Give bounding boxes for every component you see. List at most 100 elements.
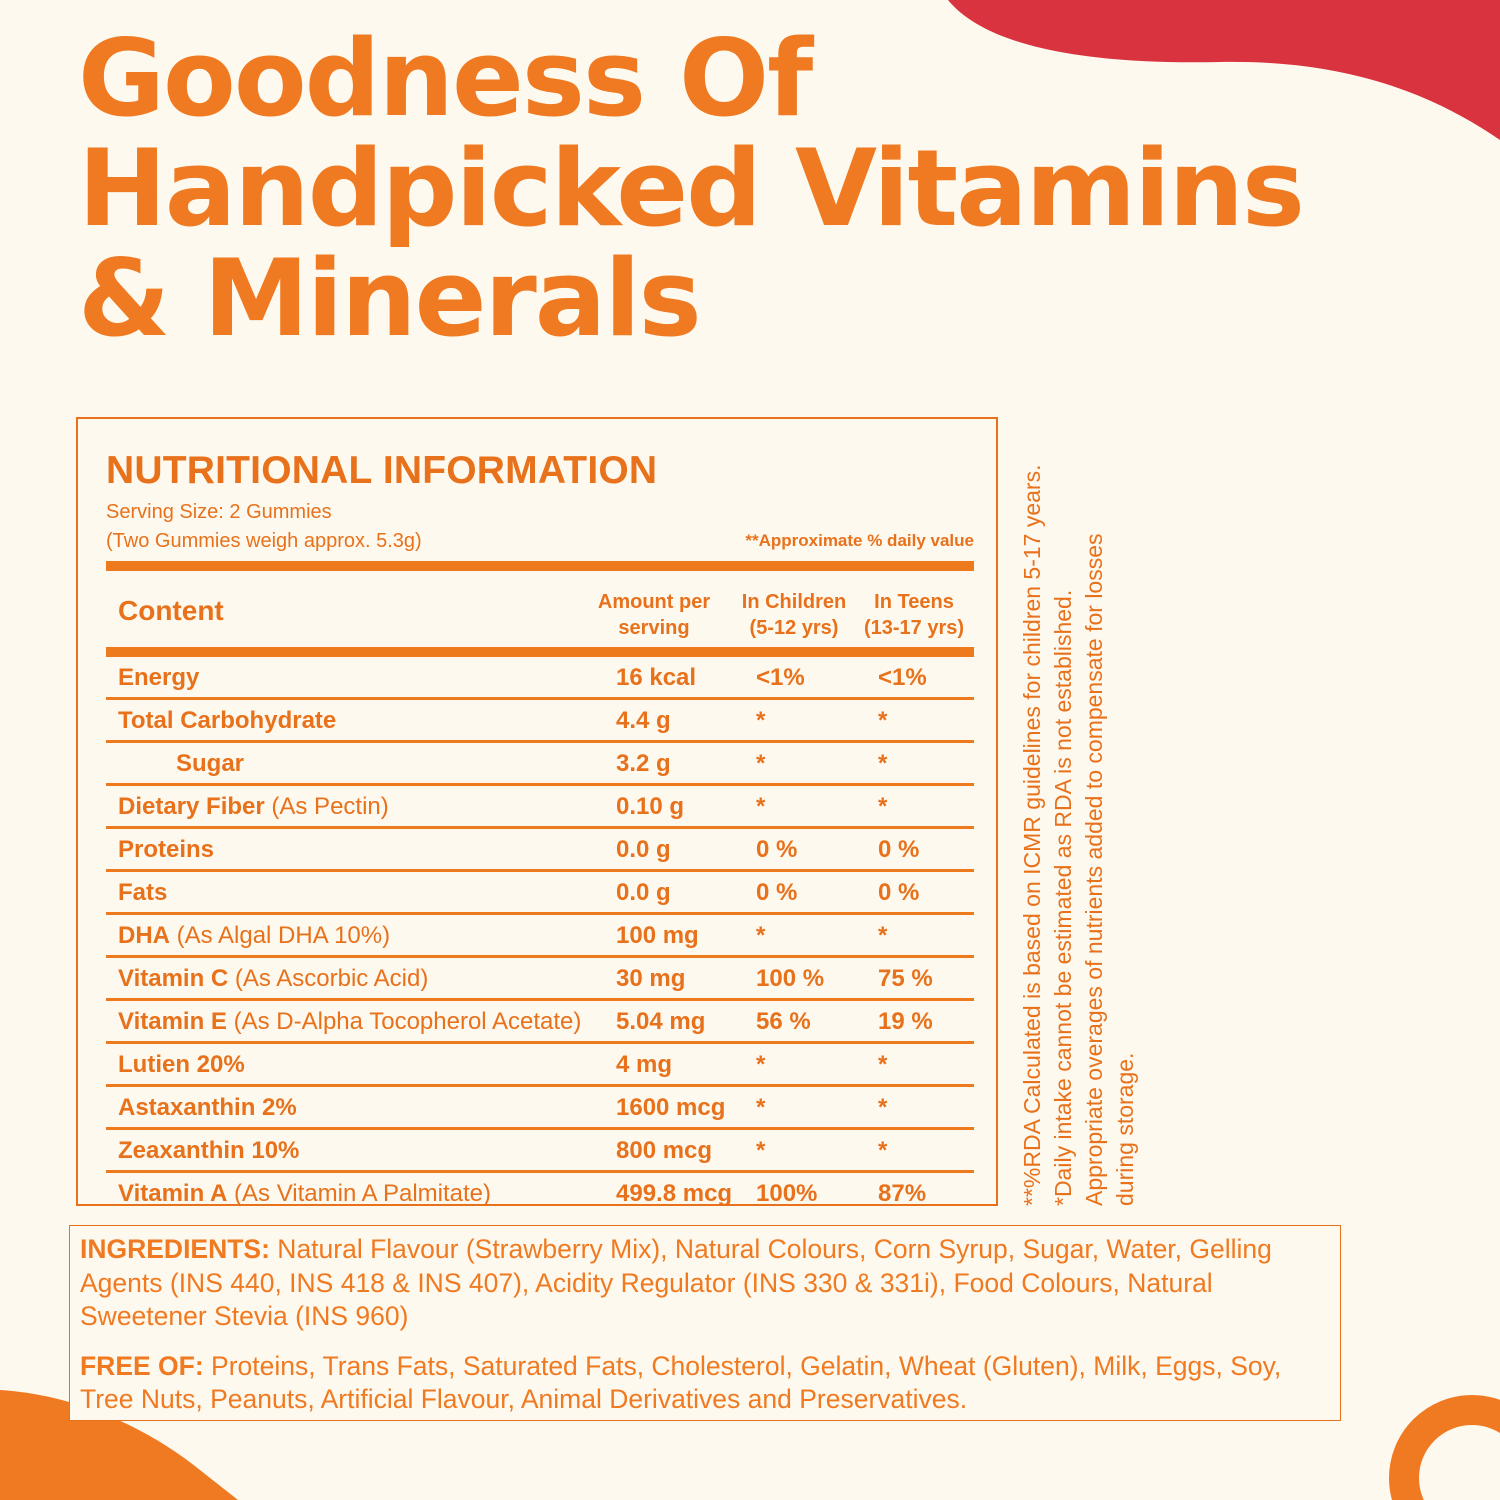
footnote-overages-cont: during storage. [1112,1052,1138,1206]
row-name: Vitamin E (As D-Alpha Tocopherol Acetate… [118,1008,581,1036]
nutrient-name: Fats [118,879,168,906]
nutrient-name: Sugar [176,750,245,777]
header-teens: In Teens (13-17 yrs) [858,589,970,641]
serving-size: Serving Size: 2 Gummies [106,501,332,523]
row-teens: <1% [878,664,927,691]
nutrient-name: Dietary Fiber [118,793,265,820]
row-amount: 16 kcal [616,664,697,691]
rda-footnotes: **%RDA Calculated is based on ICMR guide… [1017,416,1147,1206]
row-children: 0 % [756,836,798,863]
headline-line-2: Handpicked Vitamins [78,127,1305,250]
table-top-rule [106,561,974,571]
serving-weight: (Two Gummies weigh approx. 5.3g) [106,530,422,552]
row-teens: 0 % [878,879,920,906]
row-teens: 0 % [878,836,920,863]
row-name: Lutien 20% [118,1051,245,1079]
header-content: Content [118,595,224,626]
row-children: * [756,1051,766,1078]
nutrient-name: Astaxanthin 2% [118,1094,297,1121]
table-row: Lutien 20% 4 mg * * [106,1044,974,1087]
row-children: 0 % [756,879,798,906]
row-teens: 87% [878,1180,927,1207]
ingredients-text: Natural Flavour (Strawberry Mix), Natura… [80,1234,1272,1331]
daily-value-note: **Approximate % daily value [745,531,974,550]
row-name: Vitamin C (As Ascorbic Acid) [118,965,428,993]
row-amount: 30 mg [616,965,686,992]
table-row: Vitamin E (As D-Alpha Tocopherol Acetate… [106,1001,974,1044]
table-row: DHA (As Algal DHA 10%) 100 mg * * [106,915,974,958]
row-name: Astaxanthin 2% [118,1094,297,1122]
nutrient-note: (As D-Alpha Tocopherol Acetate) [226,1008,582,1035]
nutrient-name: Total Carbohydrate [118,707,337,734]
row-children: * [756,793,766,820]
nutrient-name: Vitamin C [118,965,229,992]
row-teens: 19 % [878,1008,933,1035]
row-name: Sugar [176,750,244,778]
row-teens: * [878,750,888,777]
row-children: * [756,750,766,777]
table-header-row: Content Amount per serving In Children (… [106,571,974,647]
row-teens: * [878,793,888,820]
row-name: Vitamin A (As Vitamin A Palmitate) [118,1180,491,1208]
free-of-paragraph: FREE OF: Proteins, Trans Fats, Saturated… [80,1350,1330,1417]
table-row: Total Carbohydrate 4.4 g * * [106,700,974,743]
orange-ring-shape [1389,1395,1500,1500]
row-children: * [756,922,766,949]
row-amount: 5.04 mg [616,1008,706,1035]
page-headline: Goodness Of Handpicked Vitamins & Minera… [78,17,1305,354]
nutrition-panel: NUTRITIONAL INFORMATION Serving Size: 2 … [76,417,998,1207]
row-name: Total Carbohydrate [118,707,336,735]
nutrition-title: NUTRITIONAL INFORMATION [106,449,658,492]
row-amount: 0.0 g [616,836,671,863]
row-amount: 800 mcg [616,1137,713,1164]
nutrient-name: Proteins [118,836,215,863]
table-row: Sugar 3.2 g * * [106,743,974,786]
table-header-rule [106,647,974,657]
table-row: Astaxanthin 2% 1600 mcg * * [106,1087,974,1130]
row-name: DHA (As Algal DHA 10%) [118,922,390,950]
row-name: Fats [118,879,167,907]
row-teens: * [878,1094,888,1121]
footnote-rda-basis: **%RDA Calculated is based on ICMR guide… [1019,464,1045,1206]
row-name: Energy [118,664,199,692]
row-amount: 0.0 g [616,879,671,906]
row-amount: 3.2 g [616,750,671,777]
nutrient-name: Lutien 20% [118,1051,245,1078]
row-teens: * [878,1137,888,1164]
orange-blob-shape [0,1390,238,1500]
header-amount: Amount per serving [584,589,724,641]
nutrient-name: DHA [118,922,170,949]
header-amount-line-1: Amount per [597,591,711,613]
row-amount: 0.10 g [616,793,685,820]
nutrient-name: Energy [118,664,200,691]
row-teens: * [878,922,888,949]
ingredients-label: INGREDIENTS: [80,1234,270,1264]
row-children: 100 % [756,965,825,992]
nutrient-name: Vitamin A [118,1180,228,1207]
free-of-text: Proteins, Trans Fats, Saturated Fats, Ch… [80,1350,1282,1415]
row-name: Zeaxanthin 10% [118,1137,299,1165]
nutrient-name: Vitamin E [118,1008,227,1035]
row-children: * [756,1137,766,1164]
row-teens: * [878,707,888,734]
ingredients-panel: INGREDIENTS: Natural Flavour (Strawberry… [69,1225,1341,1421]
header-teens-line-2: (13-17 yrs) [863,617,965,639]
nutrition-table: Content Amount per serving In Children (… [106,561,974,1213]
headline-line-1: Goodness Of [78,17,813,140]
red-blob-shape [948,0,1500,140]
free-of-label: FREE OF: [80,1350,204,1381]
header-children: In Children (5-12 yrs) [736,589,852,641]
footnote-overages: Appropriate overages of nutrients added … [1081,533,1107,1206]
row-teens: * [878,1051,888,1078]
table-row: Zeaxanthin 10% 800 mcg * * [106,1130,974,1173]
row-amount: 4.4 g [616,707,671,734]
row-name: Dietary Fiber (As Pectin) [118,793,389,821]
table-row: Energy 16 kcal <1% <1% [106,657,974,700]
nutrient-name: Zeaxanthin 10% [118,1137,300,1164]
row-teens: 75 % [878,965,933,992]
header-children-line-2: (5-12 yrs) [749,617,839,639]
nutrient-note: (As Ascorbic Acid) [228,965,429,992]
ingredients-paragraph: INGREDIENTS: Natural Flavour (Strawberry… [80,1233,1330,1334]
table-row: Dietary Fiber (As Pectin) 0.10 g * * [106,786,974,829]
